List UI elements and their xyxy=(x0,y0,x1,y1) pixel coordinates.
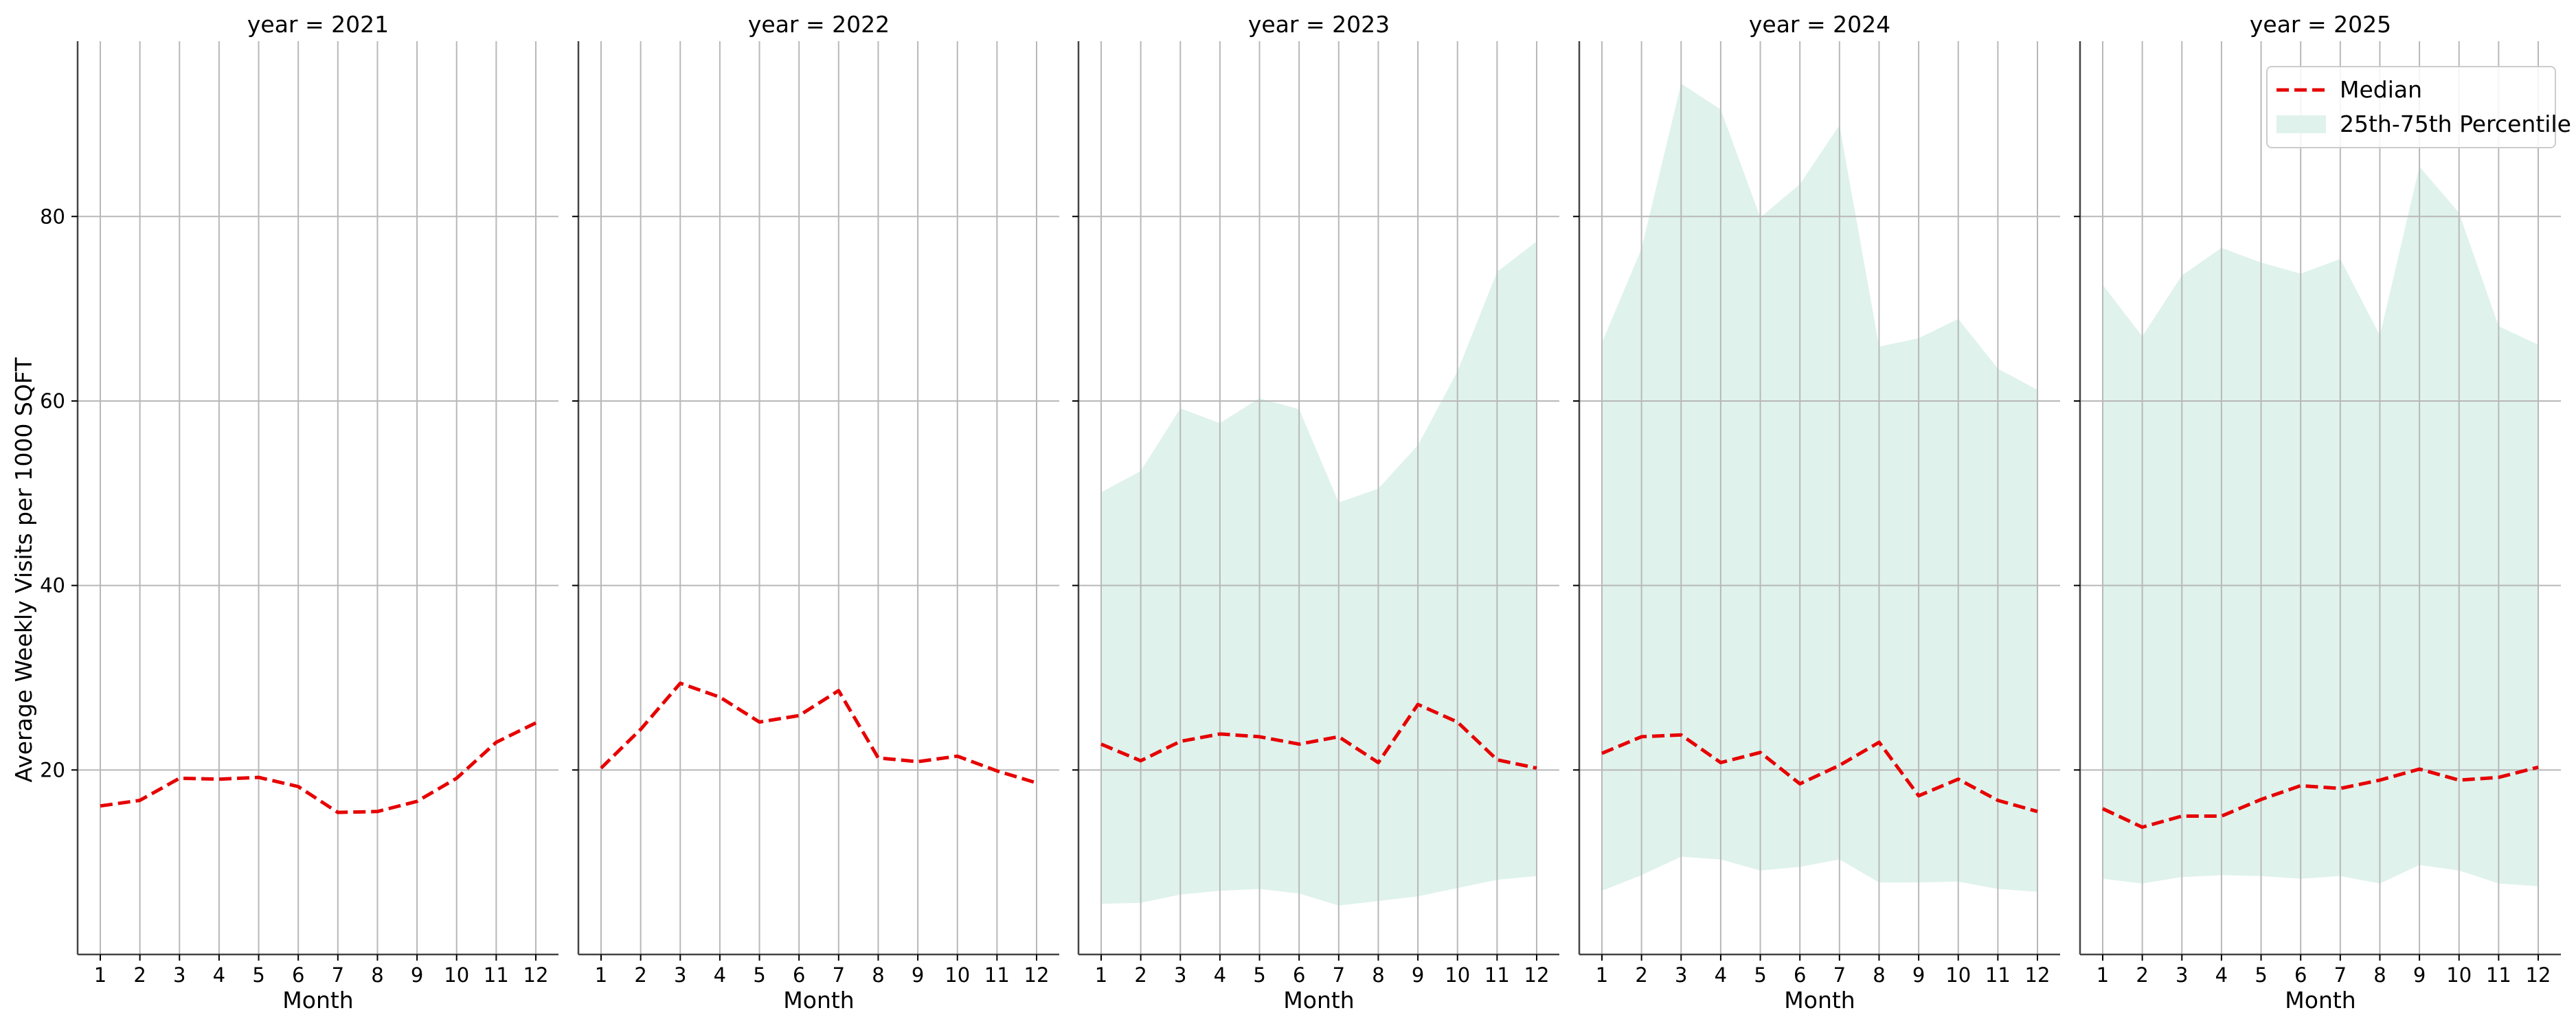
x-tick-label: 8 xyxy=(1873,963,1885,987)
x-tick-label: 4 xyxy=(714,963,726,987)
panel-title: year = 2022 xyxy=(748,11,890,38)
x-tick-label: 11 xyxy=(984,963,1010,987)
median-line xyxy=(100,721,537,814)
x-tick-label: 1 xyxy=(1095,963,1107,987)
percentile-band xyxy=(1602,83,2037,892)
y-tick-label: 20 xyxy=(40,758,65,781)
x-tick-label: 7 xyxy=(332,963,344,987)
x-tick-label: 11 xyxy=(1484,963,1510,987)
panel-title: year = 2023 xyxy=(1248,11,1390,38)
x-tick-label: 12 xyxy=(523,963,549,987)
x-tick-label: 1 xyxy=(2097,963,2109,987)
x-tick-label: 1 xyxy=(595,963,607,987)
x-tick-label: 5 xyxy=(753,963,765,987)
legend: Median 25th-75th Percentile xyxy=(2266,66,2571,148)
x-tick-label: 9 xyxy=(912,963,924,987)
percentile-band xyxy=(2103,166,2538,886)
x-tick-label: 3 xyxy=(674,963,686,987)
x-tick-label: 6 xyxy=(292,963,304,987)
x-tick-label: 12 xyxy=(1524,963,1550,987)
x-tick-label: 4 xyxy=(1214,963,1226,987)
median-line xyxy=(1601,733,2038,814)
x-tick-label: 1 xyxy=(1596,963,1608,987)
x-tick-label: 9 xyxy=(2413,963,2426,987)
x-tick-label: 5 xyxy=(2255,963,2267,987)
x-tick-label: 12 xyxy=(2025,963,2050,987)
x-axis-label: Month xyxy=(783,987,854,1014)
y-axis-label: Average Weekly Visits per 1000 SQFT xyxy=(10,357,37,783)
x-tick-label: 11 xyxy=(1985,963,2011,987)
median-line xyxy=(600,681,1037,785)
x-tick-label: 3 xyxy=(173,963,185,987)
x-tick-label: 1 xyxy=(94,963,106,987)
panel-title: year = 2021 xyxy=(247,11,389,38)
x-tick-label: 12 xyxy=(1024,963,1050,987)
x-tick-label: 4 xyxy=(213,963,225,987)
median-line xyxy=(2101,765,2539,829)
x-tick-label: 10 xyxy=(1445,963,1470,987)
legend-entry-label: 25th-75th Percentile xyxy=(2340,111,2571,137)
y-tick-label: 60 xyxy=(40,389,65,413)
x-tick-label: 9 xyxy=(1912,963,1925,987)
x-tick-label: 7 xyxy=(2334,963,2347,987)
x-tick-label: 2 xyxy=(634,963,646,987)
x-tick-label: 8 xyxy=(371,963,383,987)
x-tick-label: 3 xyxy=(1675,963,1687,987)
x-tick-label: 10 xyxy=(945,963,970,987)
y-tick-label: 40 xyxy=(40,574,65,597)
x-tick-label: 4 xyxy=(1715,963,1727,987)
x-tick-label: 8 xyxy=(2373,963,2386,987)
x-tick-label: 2 xyxy=(1134,963,1146,987)
x-tick-label: 7 xyxy=(1333,963,1345,987)
x-tick-label: 3 xyxy=(2176,963,2188,987)
x-tick-label: 9 xyxy=(1412,963,1424,987)
x-tick-label: 11 xyxy=(484,963,509,987)
x-tick-label: 3 xyxy=(1174,963,1186,987)
x-tick-label: 5 xyxy=(1253,963,1265,987)
x-axis-label: Month xyxy=(2285,987,2355,1014)
x-tick-label: 6 xyxy=(1794,963,1806,987)
panel-title: year = 2025 xyxy=(2250,11,2391,38)
x-axis-label: Month xyxy=(1784,987,1855,1014)
x-tick-label: 5 xyxy=(252,963,264,987)
legend-entry-label: Median xyxy=(2340,76,2422,103)
x-tick-label: 2 xyxy=(133,963,146,987)
x-tick-label: 8 xyxy=(872,963,884,987)
legend-band-swatch xyxy=(2276,115,2326,133)
panel-title: year = 2024 xyxy=(1749,11,1890,38)
x-tick-label: 7 xyxy=(1833,963,1846,987)
x-tick-label: 8 xyxy=(1372,963,1384,987)
legend-box xyxy=(2266,66,2556,148)
x-tick-label: 5 xyxy=(1754,963,1766,987)
percentile-band xyxy=(1101,241,1537,906)
x-tick-label: 6 xyxy=(2294,963,2307,987)
x-tick-label: 11 xyxy=(2486,963,2511,987)
x-tick-label: 6 xyxy=(793,963,805,987)
x-tick-label: 12 xyxy=(2526,963,2551,987)
x-tick-label: 7 xyxy=(833,963,845,987)
x-tick-label: 10 xyxy=(1945,963,1971,987)
x-tick-label: 2 xyxy=(1635,963,1647,987)
x-tick-label: 6 xyxy=(1293,963,1305,987)
x-tick-label: 4 xyxy=(2215,963,2228,987)
x-tick-label: 9 xyxy=(411,963,423,987)
x-tick-label: 2 xyxy=(2136,963,2148,987)
x-axis-label: Month xyxy=(1283,987,1354,1014)
y-tick-label: 80 xyxy=(40,205,65,228)
x-axis-label: Month xyxy=(282,987,353,1014)
x-tick-label: 10 xyxy=(2446,963,2472,987)
median-line xyxy=(1100,702,1537,770)
x-tick-label: 10 xyxy=(444,963,469,987)
